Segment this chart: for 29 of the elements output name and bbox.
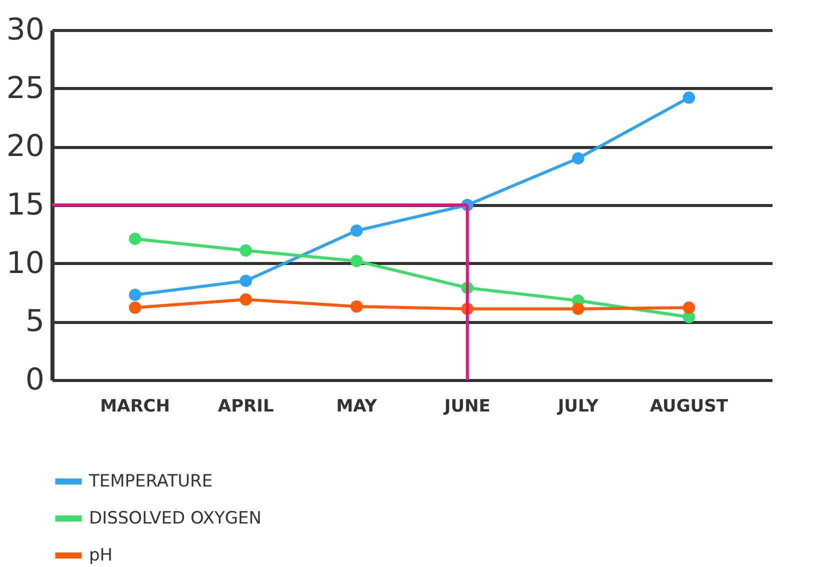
x-tick-label: MAY <box>336 396 378 416</box>
point <box>572 302 584 315</box>
point <box>350 300 363 313</box>
x-tick-label: MARCH <box>100 396 170 416</box>
point <box>128 232 142 245</box>
y-tick-label: 15 <box>6 188 44 222</box>
legend-label: DISSOLVED OXYGEN <box>89 508 262 528</box>
x-tick-label: JUNE <box>443 396 490 416</box>
point <box>572 152 584 164</box>
legend-label: TEMPERATURE <box>88 472 213 492</box>
point <box>128 302 142 314</box>
y-tick-label: 30 <box>6 12 44 48</box>
y-tick-label: 10 <box>6 246 44 281</box>
point <box>240 293 252 306</box>
point <box>682 92 696 104</box>
x-tick-label: AUGUST <box>650 396 728 416</box>
point <box>128 288 142 301</box>
point <box>240 274 252 287</box>
point <box>350 224 363 237</box>
point <box>350 254 363 268</box>
y-tick-label: 5 <box>25 304 44 340</box>
x-tick-label: APRIL <box>218 396 274 416</box>
y-tick-label: 25 <box>6 70 44 106</box>
x-tick-label: JULY <box>556 396 600 416</box>
y-tick-label: 0 <box>25 362 44 398</box>
point <box>682 302 696 314</box>
point <box>240 244 252 257</box>
y-tick-label: 20 <box>6 129 44 164</box>
legend-label: pH <box>89 546 113 566</box>
